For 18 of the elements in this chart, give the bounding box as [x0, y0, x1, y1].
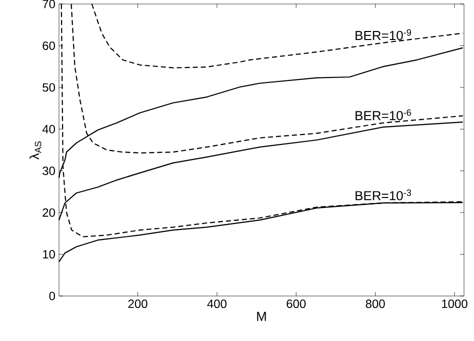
y-tick-label: 50 — [42, 83, 56, 92]
x-tick-label: 1000 — [442, 300, 468, 308]
y-tick-label: 30 — [42, 166, 56, 176]
x-axis-title: M — [257, 312, 266, 321]
y-tick-label: 60 — [42, 41, 56, 50]
x-tick-label: 800 — [366, 300, 385, 308]
annotation: BER=10$^{-9}$ — [356, 29, 411, 40]
y-axis-title: λ$_{AS}$ — [30, 141, 42, 160]
y-tick-label: 0 — [49, 292, 56, 300]
annotation: BER=10$^{-6}$ — [356, 109, 412, 120]
y-tick-label: 40 — [42, 124, 56, 134]
x-tick-label: 600 — [286, 300, 306, 308]
y-tick-label: 20 — [42, 208, 56, 217]
x-tick-label: 400 — [207, 300, 227, 308]
x-tick-label: 200 — [128, 300, 148, 308]
y-tick-label: 70 — [42, 0, 56, 8]
y-tick-label: 10 — [43, 250, 56, 259]
annotation: BER=10$^{-3}$ — [356, 189, 412, 200]
